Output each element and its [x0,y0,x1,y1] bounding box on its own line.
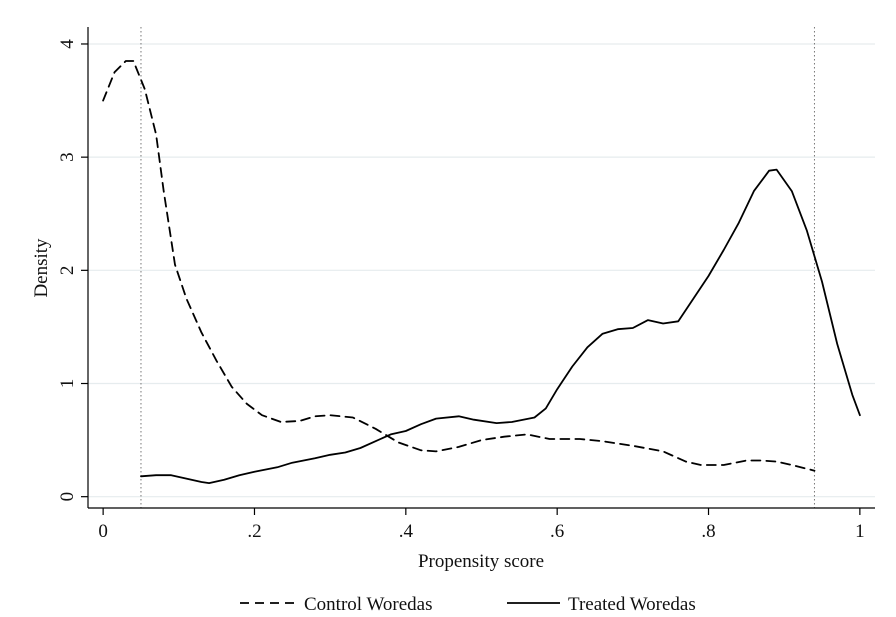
x-tick-label-1: .2 [247,521,261,542]
x-tick-label-2: .4 [399,521,414,542]
legend-label-control: Control Woredas [304,594,432,615]
x-tick-label-0: 0 [98,521,108,542]
x-tick-label-5: 1 [855,521,865,542]
x-tick-label-4: .8 [701,521,715,542]
grid-lines [88,43,875,498]
x-tick-label-3: .6 [550,521,564,542]
y-tick-label-4: 4 [57,39,78,49]
y-tick-label-1: 1 [57,379,78,389]
tick-labels: 0 1 2 3 4 0 .2 .4 .6 .8 1 [57,39,865,542]
y-tick-label-2: 2 [57,266,78,276]
legend-label-treated: Treated Woredas [568,594,696,615]
axes [81,27,875,515]
series-line-control-woredas [102,60,816,472]
reference-lines [140,27,815,508]
series-layer [102,60,861,484]
y-axis-title: Density [31,238,52,298]
y-tick-label-0: 0 [57,492,78,502]
series-line-treated-woredas [140,168,861,484]
x-axis-title: Propensity score [418,551,544,572]
legend: Control Woredas Treated Woredas [240,594,696,615]
y-tick-label-3: 3 [57,152,78,162]
